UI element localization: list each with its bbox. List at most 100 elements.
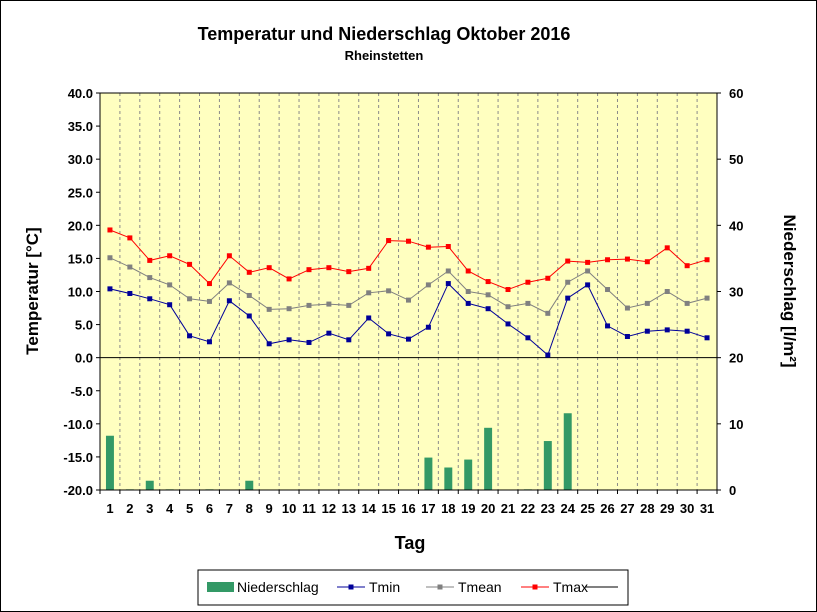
series-point-tmin: [525, 335, 531, 341]
series-point-tmean: [605, 287, 611, 293]
series-point-tmin: [485, 306, 491, 312]
legend-marker-tmax: [532, 584, 538, 590]
x-tick-label: 4: [166, 501, 174, 516]
series-point-tmin: [704, 335, 710, 341]
series-point-tmax: [505, 287, 511, 293]
x-tick-label: 14: [361, 501, 376, 516]
series-point-tmax: [425, 244, 431, 250]
series-point-tmax: [127, 235, 133, 241]
series-point-tmin: [206, 339, 212, 345]
series-point-tmean: [167, 282, 173, 288]
chart-subtitle: Rheinstetten: [345, 48, 424, 63]
series-point-tmax: [167, 253, 173, 259]
series-point-tmean: [505, 304, 511, 310]
y-left-tick-label: -20.0: [63, 483, 93, 498]
series-point-tmin: [147, 296, 153, 302]
x-tick-label: 31: [700, 501, 714, 516]
series-point-tmin: [187, 333, 193, 339]
series-point-tmean: [147, 275, 153, 281]
x-tick-label: 20: [481, 501, 495, 516]
series-point-tmean: [644, 300, 650, 306]
x-tick-label: 25: [580, 501, 594, 516]
series-point-tmin: [585, 282, 591, 288]
series-point-tmax: [346, 269, 352, 275]
series-point-tmean: [684, 300, 690, 306]
series-point-tmax: [306, 267, 312, 273]
series-point-tmax: [326, 265, 332, 271]
series-point-tmean: [406, 297, 411, 303]
precipitation-bar: [563, 413, 572, 490]
series-point-tmean: [525, 300, 531, 306]
legend-label-tmax: Tmax: [553, 579, 588, 595]
series-point-tmax: [386, 238, 392, 244]
y-right-tick-label: 20: [729, 351, 743, 366]
y-axis-left-label: Temperatur [°C]: [23, 227, 42, 354]
chart-title: Temperatur und Niederschlag Oktober 2016: [198, 24, 571, 44]
series-point-tmax: [107, 227, 113, 233]
x-tick-label: 8: [246, 501, 253, 516]
x-tick-label: 2: [126, 501, 133, 516]
series-point-tmean: [624, 305, 630, 311]
legend-marker-tmean: [437, 584, 443, 590]
x-tick-label: 12: [322, 501, 336, 516]
series-point-tmin: [605, 323, 611, 329]
series-point-tmax: [465, 268, 471, 274]
y-right-tick-label: 50: [729, 152, 743, 167]
x-tick-label: 26: [600, 501, 614, 516]
series-point-tmin: [565, 295, 571, 301]
series-point-tmin: [326, 330, 332, 336]
series-point-tmax: [585, 259, 591, 265]
x-tick-label: 22: [521, 501, 535, 516]
x-tick-label: 16: [401, 501, 415, 516]
y-left-tick-label: -5.0: [71, 384, 93, 399]
legend-swatch-niederschlag: [207, 582, 234, 592]
series-point-tmin: [286, 337, 292, 343]
series-point-tmean: [545, 310, 551, 316]
x-tick-label: 21: [501, 501, 515, 516]
series-point-tmean: [664, 289, 670, 294]
series-point-tmin: [366, 315, 372, 321]
series-point-tmin: [445, 281, 451, 287]
series-point-tmean: [465, 289, 471, 294]
series-point-tmax: [406, 238, 411, 244]
series-point-tmax: [624, 256, 630, 262]
series-point-tmax: [286, 276, 292, 282]
legend-box: [197, 569, 629, 606]
series-point-tmin: [226, 298, 232, 304]
x-tick-label: 23: [541, 501, 555, 516]
series-point-tmean: [326, 301, 332, 307]
x-tick-label: 7: [226, 501, 233, 516]
legend-label-tmin: Tmin: [369, 579, 400, 595]
series-point-tmin: [246, 313, 252, 319]
series-point-tmax: [226, 253, 232, 259]
series-point-tmean: [226, 280, 232, 286]
series-point-tmean: [107, 255, 113, 261]
series-point-tmin: [266, 341, 272, 347]
x-tick-label: 29: [660, 501, 674, 516]
series-point-tmin: [386, 331, 392, 337]
series-point-tmean: [206, 298, 212, 304]
y-left-tick-label: 20.0: [68, 218, 93, 233]
series-point-tmin: [406, 336, 411, 342]
series-point-tmin: [664, 327, 670, 333]
x-tick-label: 24: [560, 501, 575, 516]
series-point-tmax: [246, 269, 252, 275]
x-tick-label: 1: [106, 501, 113, 516]
series-point-tmax: [704, 257, 710, 263]
series-point-tmin: [346, 337, 352, 343]
x-tick-label: 28: [640, 501, 654, 516]
series-point-tmean: [445, 268, 451, 274]
y-left-tick-label: 5.0: [75, 318, 93, 333]
y-right-tick-label: 60: [729, 86, 743, 101]
x-tick-label: 27: [620, 501, 634, 516]
y-left-tick-label: 25.0: [68, 185, 93, 200]
x-tick-label: 6: [206, 501, 213, 516]
series-point-tmean: [266, 306, 272, 312]
series-point-tmin: [505, 321, 511, 327]
series-point-tmax: [644, 259, 650, 265]
series-point-tmin: [127, 290, 133, 296]
series-point-tmax: [485, 279, 491, 285]
x-tick-label: 18: [441, 501, 455, 516]
y-left-tick-label: 0.0: [75, 351, 93, 366]
